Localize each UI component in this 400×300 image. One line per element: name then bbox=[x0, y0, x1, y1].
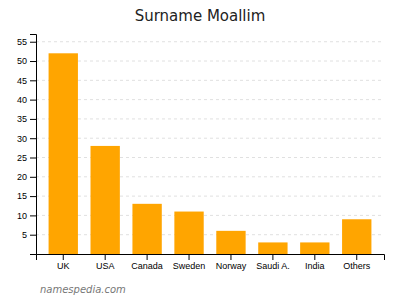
y-tick: 50 bbox=[17, 56, 36, 66]
x-tick-mark bbox=[189, 254, 190, 260]
y-tick-mark bbox=[30, 235, 36, 236]
bar bbox=[216, 231, 245, 254]
x-tick-label: Sweden bbox=[173, 261, 206, 271]
x-tick: Others bbox=[343, 254, 371, 271]
y-tick-mark bbox=[30, 61, 36, 62]
y-tick: 5 bbox=[22, 230, 36, 240]
grid-line bbox=[36, 215, 384, 216]
y-tick-mark bbox=[30, 177, 36, 178]
x-tick: India bbox=[305, 254, 325, 271]
y-tick-label: 50 bbox=[17, 56, 27, 66]
grid-line bbox=[36, 234, 384, 235]
y-tick-label: 40 bbox=[17, 95, 27, 105]
x-tick-label: UK bbox=[57, 261, 70, 271]
x-tick-label: Canada bbox=[131, 261, 163, 271]
y-axis: 5 10 15 20 25 30 35 40 45 50 55 bbox=[17, 35, 37, 255]
grid-line bbox=[36, 61, 384, 62]
y-tick: 55 bbox=[17, 37, 36, 47]
y-tick-label: 30 bbox=[17, 134, 27, 144]
footer: namespedia.com bbox=[40, 284, 126, 295]
y-tick-label: 10 bbox=[17, 211, 27, 221]
y-tick-label: 25 bbox=[17, 153, 27, 163]
y-tick-label: 15 bbox=[17, 191, 27, 201]
y-tick: 10 bbox=[17, 211, 36, 221]
x-tick: UK bbox=[57, 254, 70, 271]
bar bbox=[300, 242, 329, 254]
y-tick-mark bbox=[30, 158, 36, 159]
x-tick-mark bbox=[356, 254, 357, 260]
grid-line bbox=[36, 118, 384, 119]
plot-area: 5 10 15 20 25 30 35 40 45 50 55 UK USA Canada Sweden No… bbox=[17, 35, 385, 272]
y-tick: 15 bbox=[17, 191, 36, 201]
x-tick-label: USA bbox=[96, 261, 115, 271]
grid-line bbox=[36, 196, 384, 197]
grid-line bbox=[36, 138, 384, 139]
grid-line bbox=[36, 41, 384, 42]
y-tick: 35 bbox=[17, 114, 36, 124]
y-tick-label: 35 bbox=[17, 114, 27, 124]
x-tick: USA bbox=[96, 254, 115, 271]
y-tick-mark bbox=[30, 215, 36, 216]
x-tick-mark bbox=[314, 254, 315, 260]
x-tick: Saudi A. bbox=[256, 254, 290, 271]
grid-line bbox=[36, 99, 384, 100]
bar bbox=[49, 53, 78, 254]
x-tick-mark bbox=[272, 254, 273, 260]
bar bbox=[174, 212, 203, 254]
y-tick-label: 20 bbox=[17, 172, 27, 182]
y-tick-mark bbox=[30, 196, 36, 197]
x-tick-mark bbox=[63, 254, 64, 260]
y-tick-label: 55 bbox=[17, 37, 27, 47]
bars bbox=[49, 53, 372, 254]
x-tick: Sweden bbox=[173, 254, 206, 271]
bar bbox=[91, 146, 120, 254]
y-tick: 25 bbox=[17, 153, 36, 163]
y-tick-label: 5 bbox=[22, 230, 27, 240]
grid-line bbox=[36, 157, 384, 158]
x-axis-line bbox=[37, 255, 385, 261]
grid-line bbox=[36, 80, 384, 81]
y-tick-label: 45 bbox=[17, 76, 27, 86]
title: Surname Moallim bbox=[135, 7, 266, 25]
chart: 5 10 15 20 25 30 35 40 45 50 55 UK USA Canada Sweden No… bbox=[0, 0, 400, 300]
x-tick-label: Saudi A. bbox=[256, 261, 290, 271]
y-tick-mark bbox=[30, 119, 36, 120]
y-tick: 20 bbox=[17, 172, 36, 182]
y-tick-mark bbox=[30, 138, 36, 139]
y-tick: 40 bbox=[17, 95, 36, 105]
y-tick-mark bbox=[30, 42, 36, 43]
bar bbox=[258, 242, 287, 254]
grid bbox=[36, 42, 384, 235]
x-tick-label: Norway bbox=[216, 261, 247, 271]
y-tick-mark bbox=[30, 100, 36, 101]
grid-line bbox=[36, 176, 384, 177]
x-tick-mark bbox=[230, 254, 231, 260]
y-tick-mark bbox=[30, 80, 36, 81]
x-tick-mark bbox=[105, 254, 106, 260]
y-tick: 30 bbox=[17, 134, 36, 144]
bar bbox=[132, 204, 161, 254]
bar bbox=[342, 219, 371, 254]
x-tick: Norway bbox=[216, 254, 247, 271]
x-tick-label: Others bbox=[343, 261, 371, 271]
x-axis: UK USA Canada Sweden Norway Saudi A. India Othe… bbox=[37, 254, 385, 271]
x-tick-label: India bbox=[305, 261, 325, 271]
x-tick-mark bbox=[147, 254, 148, 260]
y-tick: 45 bbox=[17, 76, 36, 86]
y-axis-line bbox=[30, 35, 37, 255]
x-tick: Canada bbox=[131, 254, 163, 271]
